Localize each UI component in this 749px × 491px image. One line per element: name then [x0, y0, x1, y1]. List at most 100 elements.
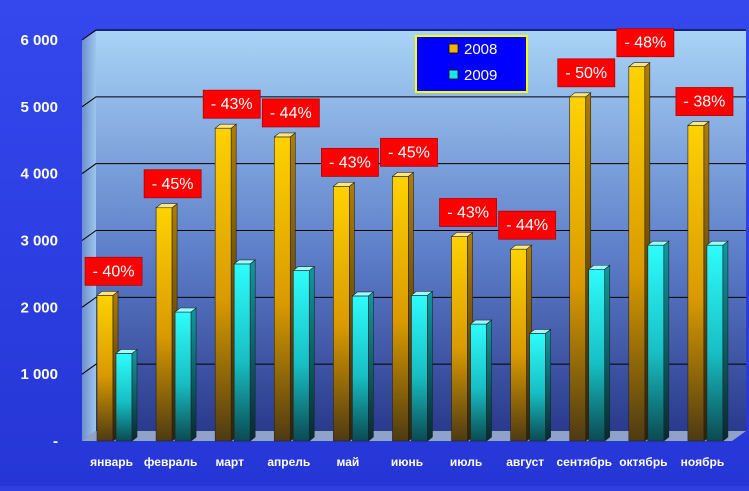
x-tick-label: июнь: [391, 455, 423, 469]
bar-2009: [646, 240, 670, 442]
bar-2008: [332, 181, 356, 442]
change-label-box: [202, 89, 261, 119]
bar-side: [190, 307, 197, 442]
bar-face: [470, 323, 487, 442]
change-label: - 48%: [616, 28, 675, 58]
bar-side: [663, 240, 670, 442]
x-tick-label: август: [506, 455, 544, 469]
bar-top: [155, 203, 178, 209]
bar-2009: [706, 240, 729, 442]
change-label-text: - 40%: [93, 263, 135, 280]
bar-side: [722, 240, 729, 442]
bar-side: [427, 290, 433, 442]
x-tick-label: март: [216, 455, 245, 469]
x-tick-label: январь: [90, 455, 133, 469]
bar-top: [587, 264, 611, 270]
x-tick-label: май: [337, 455, 360, 469]
change-label-box: [84, 256, 143, 286]
bar-2009: [115, 348, 138, 442]
change-label-box: [675, 87, 734, 116]
bar-face: [115, 353, 133, 442]
bar-2009: [351, 291, 375, 442]
bar-face: [352, 295, 369, 442]
bar-face: [529, 333, 546, 442]
gridline: [81, 163, 746, 175]
bar-face: [292, 270, 310, 442]
x-tick-label: октябрь: [619, 455, 667, 469]
change-label-box: [616, 28, 675, 58]
bar-side: [545, 328, 551, 442]
y-axis: - 1 000 2 000 3 000 4 000 5 000 6 000: [20, 32, 58, 450]
bar-top: [469, 319, 493, 325]
bar-top: [646, 240, 670, 246]
bar-top: [627, 62, 651, 68]
bar-2008: [391, 171, 415, 442]
bar-face: [647, 244, 665, 442]
legend-box: [415, 35, 528, 93]
bar-face: [451, 236, 468, 442]
change-label: - 43%: [439, 198, 497, 227]
x-tick-label: февраль: [144, 455, 197, 469]
bar-top: [233, 259, 257, 265]
bar-top: [214, 123, 238, 129]
gridlines: [81, 29, 746, 375]
gridline: [81, 29, 746, 41]
bar-2008: [509, 244, 533, 442]
change-label-text: - 38%: [684, 94, 726, 111]
change-label: - 38%: [675, 87, 734, 116]
bar-2008: [568, 92, 592, 442]
bar-face: [174, 311, 192, 442]
bar-2008: [273, 132, 297, 442]
change-label: - 45%: [380, 137, 438, 167]
change-label: - 45%: [143, 169, 202, 199]
change-label-text: - 45%: [152, 176, 194, 193]
bar-top: [273, 132, 297, 138]
bar-2008: [155, 203, 178, 442]
change-label-box: [498, 210, 557, 240]
bar-face: [687, 125, 705, 442]
change-label-box: [261, 98, 320, 128]
legend-swatch-2008: [448, 43, 459, 54]
bar-face: [706, 244, 724, 442]
bar-top: [292, 266, 316, 271]
bar-top: [351, 291, 375, 297]
bar-face: [628, 66, 646, 442]
bar-2008: [627, 62, 651, 442]
change-label-box: [143, 169, 202, 199]
bar-2009: [233, 259, 257, 442]
y-tick-label: 6 000: [20, 32, 58, 49]
bar-face: [273, 136, 291, 442]
change-label-text: - 50%: [565, 65, 607, 82]
bar-2009: [174, 307, 197, 442]
bar-top: [391, 172, 415, 177]
legend-label-2009: 2009: [464, 67, 497, 84]
y-tick-label: 2 000: [20, 299, 58, 316]
bar-face: [233, 263, 251, 442]
bar-2009: [292, 265, 316, 442]
legend: 2008 2009: [415, 35, 528, 93]
x-tick-label: сентябрь: [556, 455, 612, 469]
bar-top: [174, 307, 197, 313]
bar-2009: [410, 290, 434, 442]
x-tick-label: ноябрь: [681, 455, 725, 469]
legend-swatch-2009: [448, 69, 459, 80]
bar-side: [249, 259, 256, 442]
change-label-text: - 44%: [270, 105, 312, 122]
change-label-text: - 43%: [447, 204, 489, 221]
y-tick-label: -: [53, 433, 58, 450]
change-label: - 50%: [557, 58, 616, 88]
bar-2009: [469, 319, 493, 442]
annotations: - 40% - 45% - 43% - 44% - 43% - 45% - 43% - 44%…: [84, 28, 734, 286]
change-label-text: - 48%: [624, 35, 666, 52]
y-tick-label: 5 000: [20, 99, 58, 116]
change-label: - 43%: [202, 89, 261, 119]
bar-2009: [587, 264, 611, 442]
bar-2009: [528, 328, 552, 442]
bar-top: [115, 349, 138, 354]
change-label-box: [321, 147, 379, 177]
bar-side: [604, 264, 611, 442]
bar-face: [510, 248, 527, 442]
y-tick-label: 3 000: [20, 233, 58, 250]
